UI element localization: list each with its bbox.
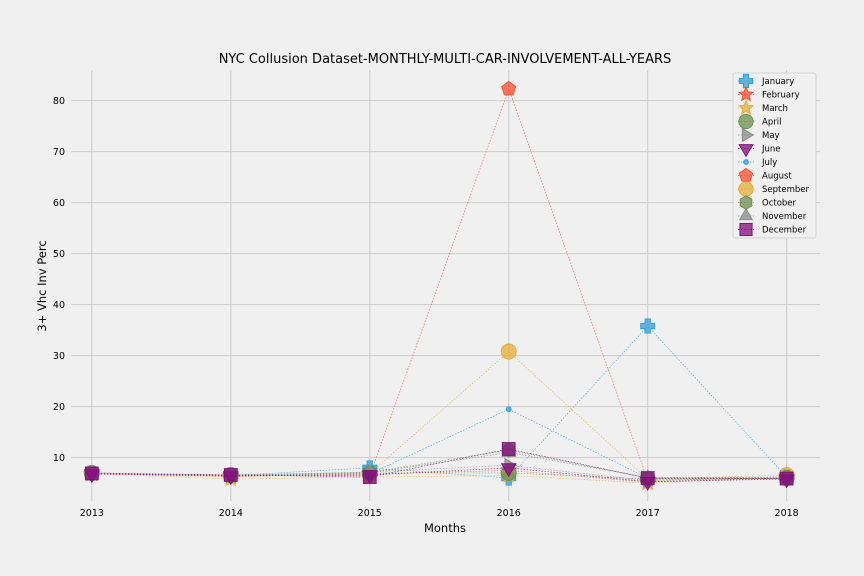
legend-label: July	[761, 158, 777, 168]
legend-marker	[739, 195, 753, 210]
y-tick-label: 40	[53, 300, 65, 311]
data-point	[84, 466, 99, 481]
x-tick-label: 2017	[636, 508, 660, 519]
data-point	[500, 343, 517, 360]
series-june	[83, 463, 795, 491]
x-axis-label: Months	[424, 521, 466, 535]
legend-entry: April	[738, 113, 781, 130]
legend-label: April	[762, 118, 781, 128]
legend-marker	[743, 159, 749, 165]
y-tick-label: 80	[53, 96, 65, 107]
legend-label: May	[762, 131, 780, 141]
data-point	[501, 442, 516, 456]
legend-marker	[738, 181, 754, 197]
series-layer	[83, 80, 796, 491]
legend-label: August	[762, 172, 792, 182]
legend-marker	[738, 167, 754, 182]
series-line	[91, 408, 787, 479]
x-tick-label: 2018	[775, 508, 799, 519]
legend-label: February	[762, 91, 800, 101]
series-line	[91, 87, 787, 481]
series-september	[83, 343, 795, 488]
legend-label: October	[762, 199, 797, 209]
legend-marker	[738, 73, 754, 89]
chart-title: NYC Collusion Dataset-MONTHLY-MULTI-CAR-…	[219, 52, 672, 67]
data-point	[640, 471, 655, 485]
legend-label: January	[761, 77, 794, 87]
y-axis-label: 3+ Vhc Inv Perc	[35, 240, 49, 331]
legend-entry: October	[738, 195, 797, 210]
x-tick-label: 2013	[80, 508, 104, 519]
data-point	[362, 470, 377, 484]
legend-entry: August	[738, 167, 792, 182]
series-line	[91, 470, 787, 483]
legend-frame	[732, 72, 817, 239]
y-tick-label: 20	[53, 402, 65, 413]
legend-marker	[738, 144, 754, 158]
legend-entry: June	[738, 144, 781, 158]
series-november	[84, 443, 795, 483]
series-line	[91, 472, 787, 480]
series-august	[84, 80, 795, 487]
series-october	[85, 442, 794, 487]
legend-entry: February	[737, 85, 800, 102]
grid	[71, 70, 820, 501]
data-point	[223, 468, 238, 482]
legend-marker	[738, 207, 754, 221]
legend-marker	[739, 222, 753, 237]
series-line	[91, 325, 787, 479]
data-point	[640, 318, 656, 334]
y-tick-label: 70	[53, 147, 65, 158]
legend-marker	[738, 113, 754, 130]
legend-marker	[741, 127, 755, 143]
legend-label: November	[762, 212, 807, 222]
legend-marker	[737, 85, 755, 102]
legend-entry: January	[738, 73, 794, 89]
series-line	[91, 448, 787, 479]
y-tick-label: 10	[53, 453, 65, 464]
series-line	[91, 351, 787, 480]
series-line	[91, 452, 787, 479]
series-april	[83, 464, 795, 488]
legend-label: December	[762, 226, 807, 236]
legend-entry: December	[738, 222, 807, 237]
y-tick-label: 30	[53, 351, 65, 362]
series-january	[84, 318, 795, 486]
x-tick-label: 2016	[497, 508, 521, 519]
series-line	[91, 473, 787, 484]
legend-label: September	[762, 185, 809, 195]
legend-label: March	[762, 104, 788, 114]
series-december	[84, 442, 794, 486]
legend-label: June	[761, 145, 781, 155]
legend-entry: March	[737, 99, 788, 115]
legend-entry: May	[738, 127, 780, 143]
data-point	[500, 463, 517, 478]
series-line	[91, 464, 787, 481]
y-tick-label: 60	[53, 198, 65, 209]
legend-entry: November	[738, 207, 807, 222]
x-tick-label: 2014	[219, 508, 243, 519]
x-tick-label: 2015	[358, 508, 382, 519]
series-line	[91, 449, 787, 479]
data-point	[779, 471, 794, 486]
legend-marker	[737, 99, 755, 115]
legend-entry: July	[738, 158, 777, 168]
y-tick-label: 50	[53, 249, 65, 260]
legend: January February March April May June July Augu…	[732, 72, 817, 239]
data-point	[501, 80, 517, 96]
series-line	[91, 467, 787, 482]
y-tick-labels: 10 20 30 40 50 60 70 80	[53, 96, 65, 464]
x-tick-labels: 2013 2014 2015 2016 2017 2018	[80, 508, 799, 519]
series-july	[88, 406, 790, 482]
data-point	[505, 406, 512, 413]
